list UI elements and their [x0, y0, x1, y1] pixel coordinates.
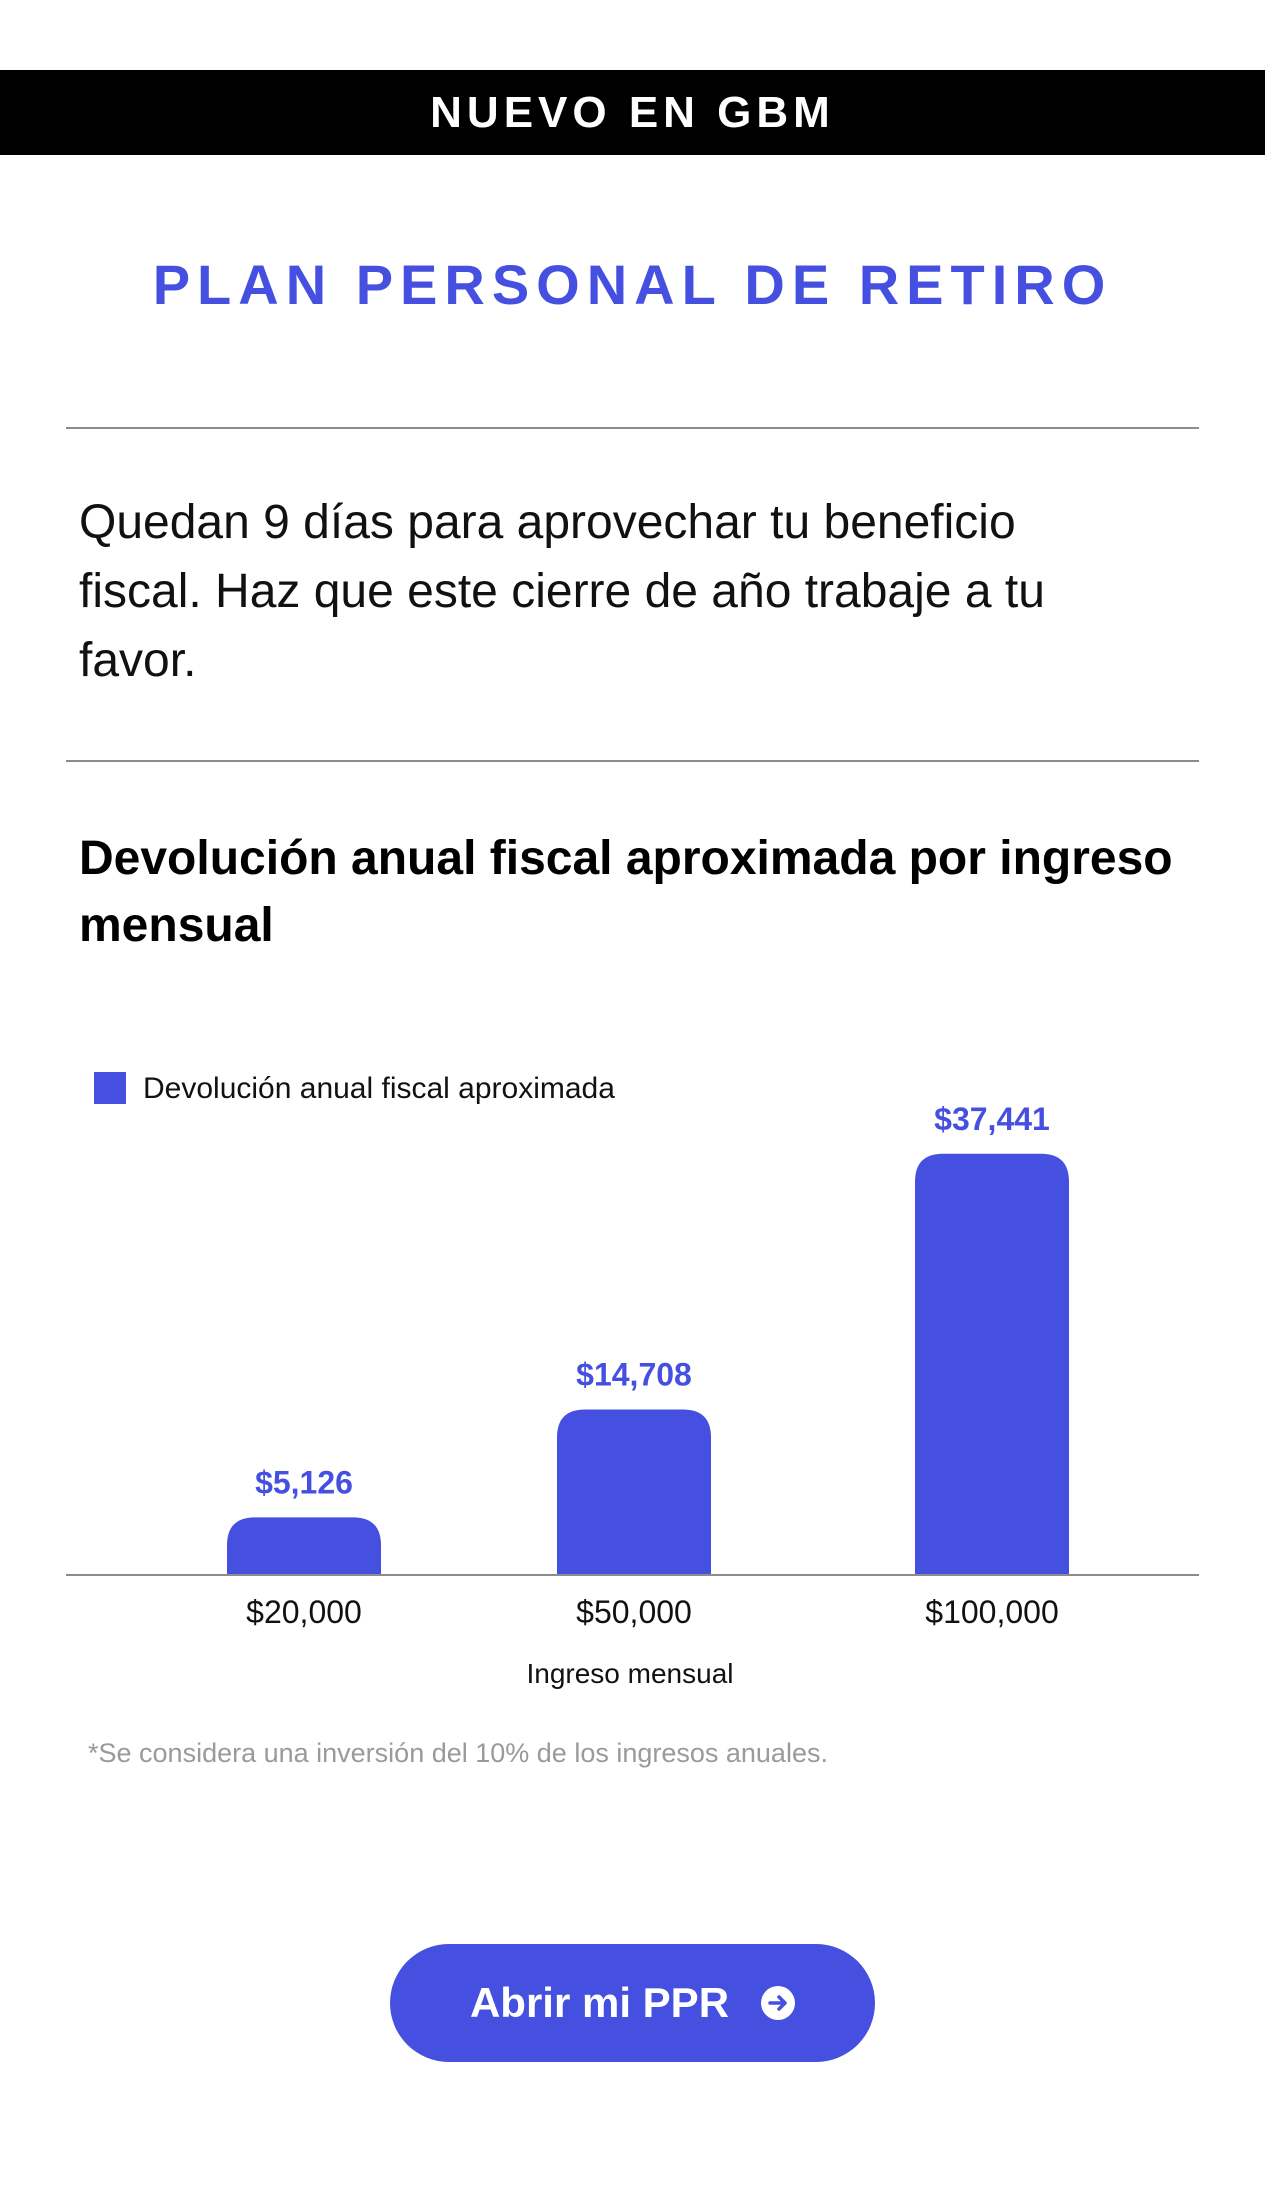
intro-text: Quedan 9 días para aprovechar tu benefic… — [79, 496, 1045, 687]
chart-legend: Devolución anual fiscal aproximada — [94, 1072, 615, 1105]
banner-text: NUEVO EN GBM — [430, 87, 835, 137]
data-label-2: $14,708 — [576, 1357, 692, 1393]
open-ppr-button-label: Abrir mi PPR — [469, 1979, 730, 2026]
chart-labels: $5,126 $20,000 $14,708 $50,000 $37,441 $100,0… — [246, 1101, 1059, 1689]
divider-middle — [66, 760, 1199, 762]
x-axis-label: Ingreso mensual — [526, 1658, 733, 1689]
tick-label-3: $100,000 — [925, 1594, 1058, 1630]
data-label-1: $5,126 — [255, 1464, 353, 1500]
page-title: PLAN PERSONAL DE RETIRO — [152, 253, 1113, 316]
open-ppr-button[interactable]: Abrir mi PPR — [390, 1944, 875, 2062]
legend-label: Devolución anual fiscal aproximada — [143, 1072, 615, 1105]
footnote: *Se considera una inversión del 10% de l… — [88, 1738, 828, 1768]
bar-3 — [915, 1153, 1069, 1575]
legend-swatch — [94, 1072, 126, 1104]
chart-title: Devolución anual fiscal aproximada por i… — [79, 832, 1173, 952]
bar-2 — [557, 1409, 711, 1575]
tick-label-2: $50,000 — [576, 1594, 692, 1630]
arrow-right-circle-icon — [761, 1986, 796, 2020]
chart-bars — [227, 1153, 1069, 1575]
top-banner: NUEVO EN GBM — [0, 70, 1265, 155]
bar-chart: Devolución anual fiscal aproximada $5,12… — [66, 1072, 1199, 1689]
tick-label-1: $20,000 — [246, 1594, 362, 1630]
bar-1 — [227, 1517, 381, 1575]
divider-top — [66, 427, 1199, 429]
data-label-3: $37,441 — [934, 1101, 1050, 1137]
